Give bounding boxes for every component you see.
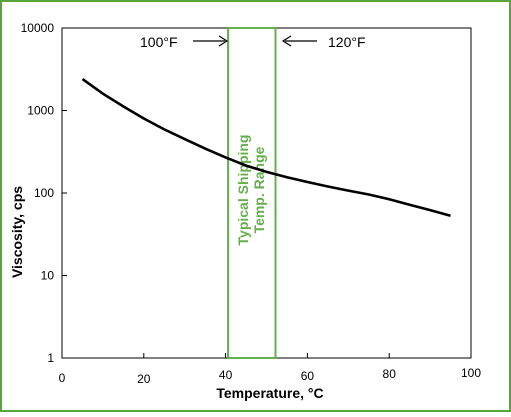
region-label-line2: Temp. Range — [251, 146, 267, 233]
shipping-temp-range — [227, 27, 277, 359]
annotation-120f: 120°F — [328, 34, 366, 50]
annotation-100f: 100°F — [140, 34, 178, 50]
y-tick-label: 1 — [47, 351, 54, 365]
y-tick-label: 100 — [34, 186, 54, 200]
x-tick-label: 60 — [301, 369, 315, 383]
x-tick-label: 0 — [59, 371, 66, 385]
x-axis-ticks: 0 20 40 60 80 100 — [59, 353, 481, 386]
x-tick-label: 80 — [383, 367, 397, 381]
arrow-left-icon — [281, 35, 317, 47]
y-tick-label: 10 — [41, 269, 55, 283]
arrow-right-icon — [193, 35, 229, 47]
y-axis-label: Viscosity, cps — [9, 186, 25, 278]
x-axis-label: Temperature, °C — [216, 385, 323, 401]
x-tick-label: 40 — [219, 368, 233, 382]
viscosity-line — [81, 78, 451, 217]
x-tick-label: 20 — [137, 372, 151, 386]
y-tick-label: 10000 — [21, 21, 55, 35]
y-tick-label: 1000 — [27, 104, 54, 118]
x-tick-label: 100 — [461, 366, 481, 380]
y-axis-ticks: 1 10 100 1000 10000 — [21, 21, 67, 365]
region-label-line1: Typical Shipping — [235, 135, 251, 246]
